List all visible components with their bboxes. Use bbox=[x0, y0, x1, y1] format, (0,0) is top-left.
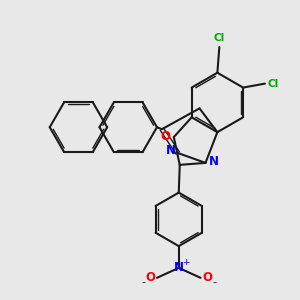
Text: O: O bbox=[161, 130, 171, 142]
Text: -: - bbox=[212, 277, 216, 287]
Text: N: N bbox=[166, 145, 176, 158]
Text: N: N bbox=[208, 155, 218, 168]
Text: -: - bbox=[141, 277, 145, 287]
Text: N: N bbox=[174, 261, 184, 274]
Text: O: O bbox=[202, 271, 212, 284]
Text: Cl: Cl bbox=[214, 33, 225, 43]
Text: Cl: Cl bbox=[268, 79, 279, 88]
Text: +: + bbox=[182, 258, 189, 267]
Text: O: O bbox=[145, 271, 155, 284]
